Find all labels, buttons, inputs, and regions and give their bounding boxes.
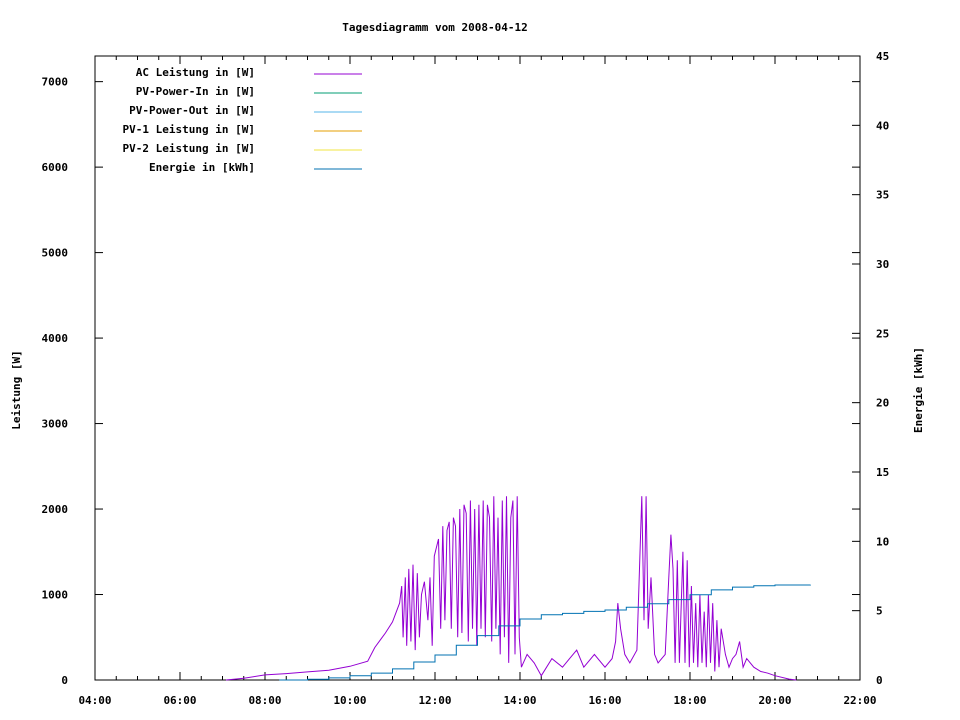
y-tick-label: 6000 [42,161,69,174]
series-line-0 [225,496,797,681]
legend-label-0: AC Leistung in [W] [136,66,255,79]
y-tick-label: 0 [61,674,68,687]
y-tick-label: 7000 [42,76,69,89]
x-axis: 04:00 06:00 08:00 10:00 12:00 14:00 16:00 18:00… [78,56,877,707]
y2-axis-label: Energie [kWh] [912,347,925,433]
y2-tick-label: 35 [876,189,889,202]
y2-axis: 0 5 10 15 20 25 30 35 40 45 [852,50,889,687]
y2-tick-label: 5 [876,605,883,618]
chart-title: Tagesdiagramm vom 2008-04-12 [342,21,527,34]
y2-tick-label: 25 [876,327,889,340]
y2-tick-label: 40 [876,119,889,132]
y2-tick-label: 0 [876,674,883,687]
legend: AC Leistung in [W] PV-Power-In in [W] PV-P… [123,66,362,174]
y-tick-label: 4000 [42,332,69,345]
x-tick-label: 20:00 [758,694,791,707]
y2-tick-label: 20 [876,397,889,410]
series-line-5 [279,584,811,681]
y-tick-label: 5000 [42,247,69,260]
y2-tick-label: 10 [876,535,889,548]
series-layer [225,496,811,681]
y-tick-label: 3000 [42,418,69,431]
legend-label-2: PV-Power-Out in [W] [129,104,255,117]
y2-tick-label: 45 [876,50,889,63]
legend-label-4: PV-2 Leistung in [W] [123,142,255,155]
y-tick-label: 1000 [42,589,69,602]
x-tick-label: 12:00 [418,694,451,707]
x-tick-label: 10:00 [333,694,366,707]
y-axis: 0 1000 2000 3000 4000 5000 6000 7000 [42,76,860,687]
x-tick-label: 22:00 [843,694,876,707]
y2-tick-label: 30 [876,258,889,271]
x-tick-label: 16:00 [588,694,621,707]
y-axis-label: Leistung [W] [10,350,23,429]
x-tick-label: 04:00 [78,694,111,707]
legend-label-5: Energie in [kWh] [149,161,255,174]
legend-label-1: PV-Power-In in [W] [136,85,255,98]
x-tick-label: 18:00 [673,694,706,707]
legend-label-3: PV-1 Leistung in [W] [123,123,255,136]
x-tick-label: 08:00 [248,694,281,707]
y-tick-label: 2000 [42,503,69,516]
x-tick-label: 14:00 [503,694,536,707]
x-tick-label: 06:00 [163,694,196,707]
y2-tick-label: 15 [876,466,889,479]
